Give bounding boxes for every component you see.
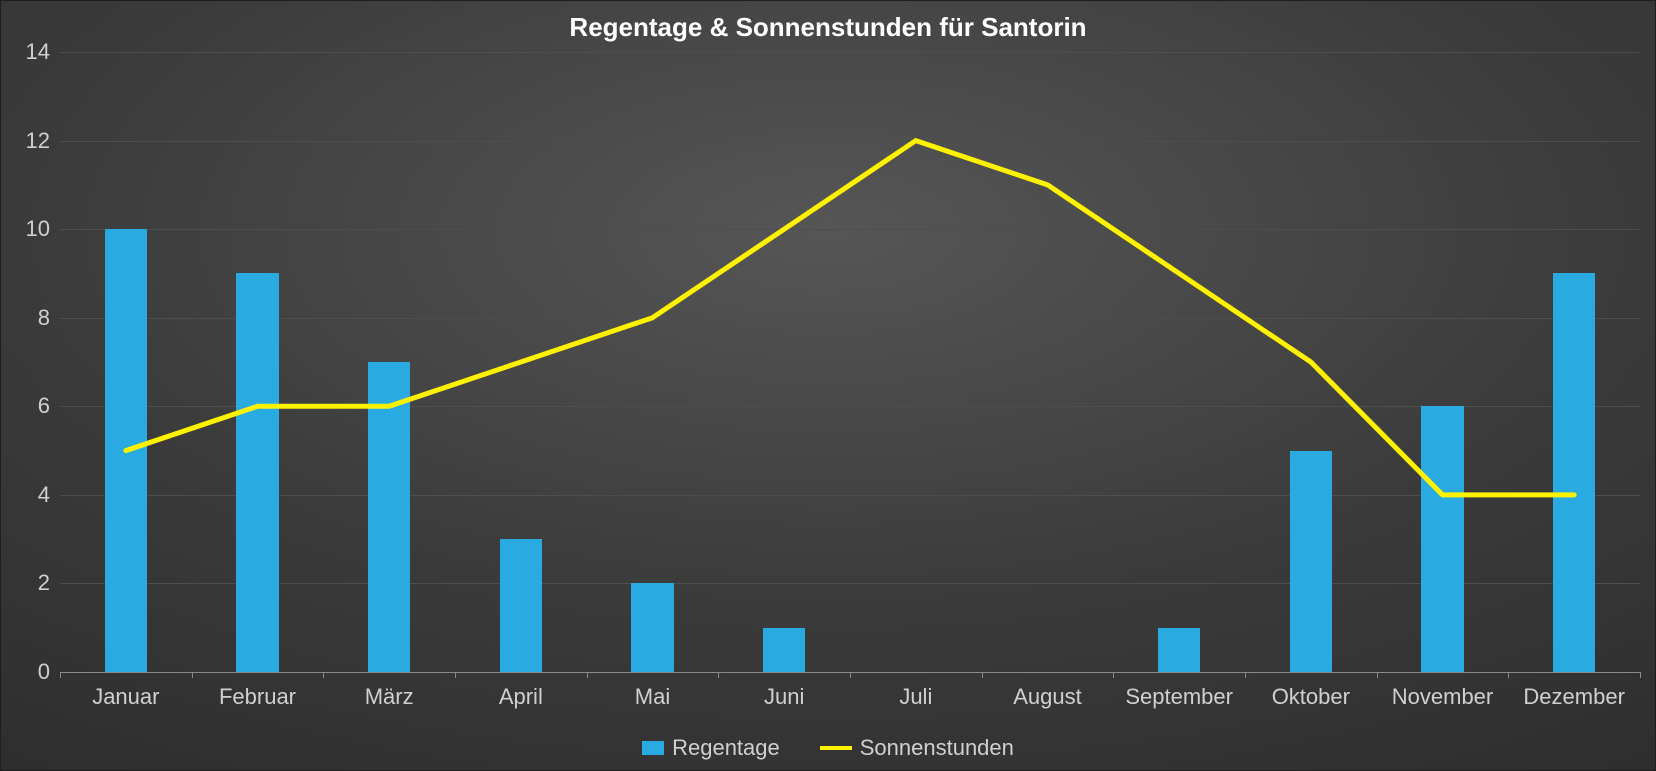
legend-swatch-bar-icon	[642, 741, 664, 755]
plot-area	[60, 52, 1640, 672]
x-tick-label: Januar	[92, 684, 159, 710]
x-tick-mark	[455, 672, 456, 678]
legend: Regentage Sonnenstunden	[0, 735, 1656, 761]
x-tick-label: September	[1125, 684, 1233, 710]
y-tick-label: 0	[10, 659, 50, 685]
x-tick-label: Juli	[899, 684, 932, 710]
x-tick-mark	[60, 672, 61, 678]
y-tick-label: 8	[10, 305, 50, 331]
x-tick-mark	[323, 672, 324, 678]
x-tick-mark	[587, 672, 588, 678]
legend-item-regentage: Regentage	[642, 735, 780, 761]
y-tick-label: 6	[10, 393, 50, 419]
legend-label-sonnenstunden: Sonnenstunden	[860, 735, 1014, 761]
legend-swatch-line-icon	[820, 746, 852, 750]
x-tick-mark	[1245, 672, 1246, 678]
line-series	[126, 141, 1574, 495]
chart-title: Regentage & Sonnenstunden für Santorin	[0, 12, 1656, 43]
x-tick-label: Mai	[635, 684, 670, 710]
x-tick-label: März	[365, 684, 414, 710]
x-tick-label: November	[1392, 684, 1493, 710]
line-layer	[60, 52, 1640, 672]
x-tick-label: Oktober	[1272, 684, 1350, 710]
x-tick-label: Februar	[219, 684, 296, 710]
x-tick-label: April	[499, 684, 543, 710]
x-tick-mark	[1508, 672, 1509, 678]
x-tick-mark	[982, 672, 983, 678]
y-tick-label: 10	[10, 216, 50, 242]
legend-label-regentage: Regentage	[672, 735, 780, 761]
y-tick-label: 2	[10, 570, 50, 596]
y-tick-label: 4	[10, 482, 50, 508]
legend-item-sonnenstunden: Sonnenstunden	[820, 735, 1014, 761]
x-tick-mark	[718, 672, 719, 678]
x-tick-mark	[850, 672, 851, 678]
x-tick-label: Dezember	[1523, 684, 1624, 710]
x-tick-label: Juni	[764, 684, 804, 710]
x-tick-label: August	[1013, 684, 1082, 710]
x-tick-mark	[1113, 672, 1114, 678]
x-tick-mark	[1640, 672, 1641, 678]
x-tick-mark	[192, 672, 193, 678]
y-tick-label: 14	[10, 39, 50, 65]
chart-container: Regentage & Sonnenstunden für Santorin 0…	[0, 0, 1656, 771]
y-tick-label: 12	[10, 128, 50, 154]
x-tick-mark	[1377, 672, 1378, 678]
